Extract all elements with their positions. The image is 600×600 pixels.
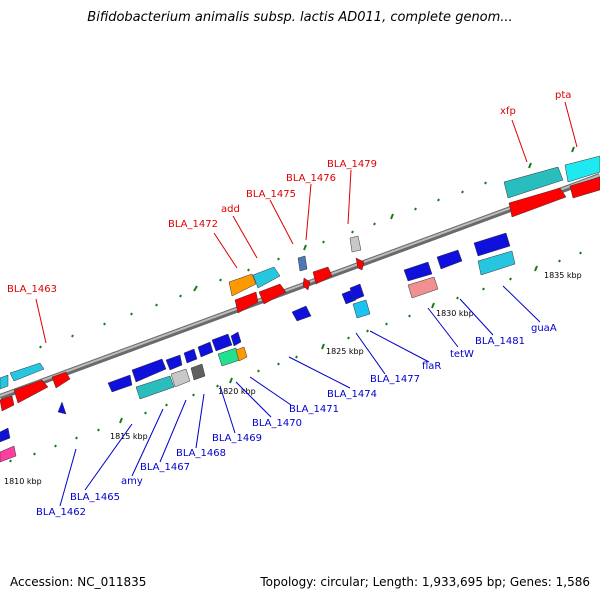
gene-label: BLA_1469	[212, 433, 262, 444]
gene-arrow	[312, 266, 333, 285]
gene-arrow	[183, 348, 198, 364]
gene-arrow	[355, 257, 365, 271]
gene-arrow	[436, 249, 463, 270]
gene-label: amy	[121, 476, 143, 487]
gene-arrow	[508, 187, 567, 218]
reverse-label-connectors	[59, 285, 541, 507]
gene-label: BLA_1470	[252, 418, 302, 429]
gene-label: tetW	[450, 349, 474, 360]
gene-arrow	[107, 374, 133, 393]
gene-arrow	[165, 354, 183, 371]
gene-arrow	[252, 266, 281, 289]
gene-arrow	[135, 375, 175, 400]
gene-label: BLA_1465	[70, 492, 120, 503]
gene-label: BLA_1477	[370, 374, 420, 385]
forward-genes	[0, 155, 600, 412]
gene-arrow	[0, 445, 17, 463]
gene-label: BLA_1475	[246, 189, 296, 200]
gene-arrow	[197, 341, 214, 358]
lower-tick-marks	[9, 251, 582, 463]
gene-arrow	[403, 261, 433, 282]
gene-arrow	[211, 333, 233, 352]
gene-label: BLA_1481	[475, 336, 525, 347]
gene-label: BLA_1467	[140, 462, 190, 473]
gene-label: flaR	[422, 361, 441, 372]
kbp-tick-label: 1830 kbp	[436, 309, 474, 318]
gene-label: BLA_1479	[327, 159, 377, 170]
reverse-labels: BLA_1462 BLA_1465 amy BLA_1467 BLA_1468 …	[36, 323, 557, 518]
gene-arrow	[258, 283, 287, 305]
gene-arrow	[297, 255, 308, 272]
gene-arrow	[234, 291, 259, 314]
gene-label: BLA_1474	[327, 389, 377, 400]
gene-arrow	[131, 358, 167, 383]
gene-label: pta	[555, 90, 571, 101]
reverse-genes	[0, 232, 516, 463]
gene-arrow	[407, 276, 439, 299]
gene-arrow	[291, 305, 312, 322]
genome-summary-text: Topology: circular; Length: 1,933,695 bp…	[260, 575, 590, 589]
gene-label: BLA_1463	[7, 284, 57, 295]
gene-arrow	[0, 427, 11, 443]
gene-arrow	[302, 277, 311, 291]
kbp-tick-label: 1835 kbp	[544, 271, 582, 280]
gene-label: BLA_1471	[289, 404, 339, 415]
gene-arrow	[503, 166, 564, 199]
gene-arrow	[0, 395, 15, 412]
forward-labels: BLA_1463 BLA_1472 add BLA_1475 BLA_1476 …	[7, 90, 571, 295]
gene-label: BLA_1472	[168, 219, 218, 230]
gene-arrow	[477, 250, 516, 276]
accession-text: Accession: NC_011835	[10, 575, 147, 589]
gene-arrow	[13, 379, 49, 404]
gene-arrow	[569, 176, 600, 199]
gene-arrow	[170, 368, 191, 388]
upper-tick-marks	[39, 146, 575, 349]
gene-label: BLA_1468	[176, 448, 226, 459]
gene-arrow	[57, 401, 67, 415]
gene-arrow	[349, 235, 362, 253]
forward-label-connectors	[35, 101, 578, 344]
gene-arrow	[190, 363, 206, 381]
gene-label: xfp	[500, 106, 516, 117]
genome-backbone-highlight	[0, 174, 600, 397]
gene-label: BLA_1476	[286, 173, 336, 184]
gene-arrow	[349, 283, 365, 301]
kbp-tick-label: 1815 kbp	[110, 432, 148, 441]
gene-label: BLA_1462	[36, 507, 86, 518]
gene-arrow	[0, 374, 9, 390]
gene-arrow	[235, 346, 248, 362]
gene-arrow	[51, 371, 71, 389]
kbp-tick-label: 1820 kbp	[218, 387, 256, 396]
map-title: Bifidobacterium animalis subsp. lactis A…	[87, 10, 513, 25]
gene-arrow	[9, 362, 45, 382]
gene-arrow	[230, 331, 242, 347]
kbp-tick-label: 1825 kbp	[326, 347, 364, 356]
gene-arrow	[564, 155, 600, 183]
kbp-tick-label: 1810 kbp	[4, 477, 42, 486]
gene-arrow	[352, 299, 371, 319]
gene-arrow	[473, 232, 511, 257]
gene-label: add	[221, 204, 240, 215]
gene-label: guaA	[531, 323, 557, 334]
gene-arrow	[228, 273, 257, 297]
